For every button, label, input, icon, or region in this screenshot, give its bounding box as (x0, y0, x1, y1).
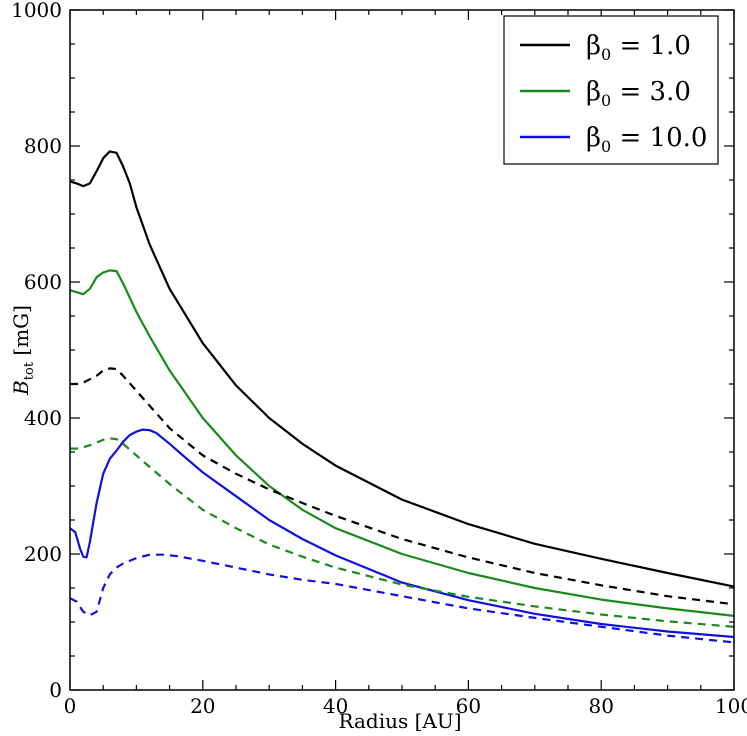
y-axis-title: Btot [mG] (9, 305, 37, 396)
y-axis-title-unit: [mG] (9, 305, 33, 362)
x-tick-label: 100 (715, 694, 747, 718)
x-axis-title: Radius [AU] (338, 709, 461, 733)
series-line-0 (69, 150, 735, 588)
y-tick-label: 1000 (11, 0, 62, 22)
y-tick-label: 200 (24, 542, 62, 566)
legend-label-1: β0 = 3.0 (586, 77, 691, 110)
series-layer (69, 150, 735, 644)
legend-label-2: β0 = 10.0 (586, 123, 707, 156)
x-tick-label: 20 (190, 694, 215, 718)
series-line-5 (69, 553, 735, 644)
y-axis-title-main: B (9, 380, 33, 396)
legend-label-0: β0 = 1.0 (586, 31, 691, 64)
x-tick-label: 0 (64, 694, 77, 718)
y-tick-label: 0 (49, 678, 62, 702)
x-tick-label: 40 (323, 694, 348, 718)
y-axis-title-sub: tot (22, 361, 37, 380)
y-tick-label: 400 (24, 406, 62, 430)
series-line-3 (70, 367, 735, 606)
series-line-4 (70, 437, 735, 628)
y-tick-label: 600 (24, 270, 62, 294)
x-tick-label: 80 (588, 694, 613, 718)
x-tick-label: 60 (456, 694, 481, 718)
y-tick-label: 800 (24, 134, 62, 158)
legend: β0 = 1.0 β0 = 3.0 β0 = 10.0 (503, 15, 719, 165)
series-line-1 (69, 269, 735, 617)
